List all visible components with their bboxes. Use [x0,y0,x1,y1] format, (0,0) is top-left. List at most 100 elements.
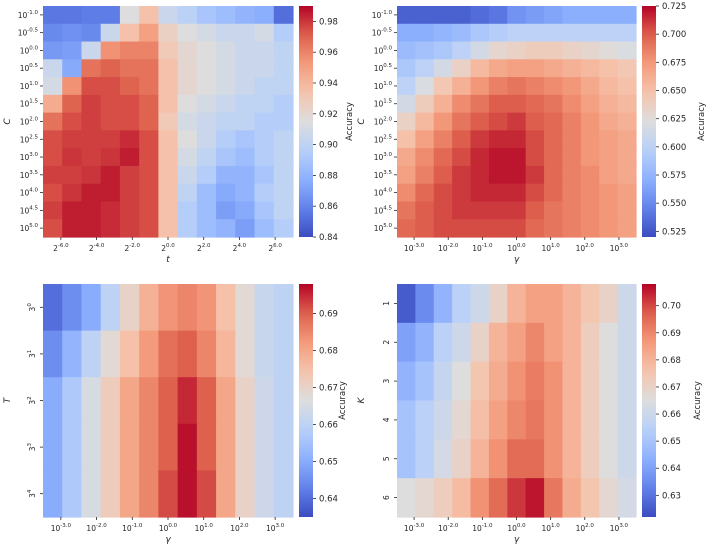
heatmap-cell [397,478,416,518]
heatmap-cell [452,284,472,324]
heatmap-cell [580,219,600,238]
x-tick-label: 10-2.0 [438,523,459,533]
heatmap-cell [452,439,472,479]
heatmap-cell [62,284,83,332]
colorbar-tick-label: 0.69 [662,329,681,339]
heatmap-cell [196,165,217,185]
heatmap-cell [177,219,198,238]
heatmap-cell [216,130,236,149]
heatmap-cell [254,6,275,25]
heatmap-cell [488,94,508,114]
heatmap-cell [158,423,179,471]
heatmap-cell [177,330,198,378]
heatmap-cell [488,148,508,167]
heatmap-cell [599,23,619,43]
heatmap-cell [62,41,83,60]
heatmap-cell [235,59,256,78]
heatmap-cell [415,284,435,324]
heatmap-cell [177,201,198,220]
heatmap-cell [119,23,140,43]
heatmap-cell [177,59,198,78]
heatmap-cell [617,77,637,96]
x-tick-label: 10-1.0 [472,523,493,533]
heatmap-cell [43,470,63,518]
y-tick-label: 103.0 [374,152,393,162]
y-tick-label: 10-0.5 [18,28,39,38]
heatmap-cell [119,423,140,471]
heatmap-cell [81,59,102,78]
colorbar-tick-label: 0.65 [662,437,681,447]
heatmap-cell [235,183,256,203]
heatmap-cell [452,77,472,96]
heatmap-cell [273,470,294,518]
y-tick-label: 33 [27,442,37,451]
heatmap-cell [617,59,637,78]
heatmap-cell [177,94,198,114]
colorbar-label: Accuracy [693,381,703,420]
heatmap-cell [196,470,217,518]
heatmap-cell [617,439,637,479]
colorbar-tick-label: 0.65 [319,458,338,468]
heatmap-cell [415,148,435,167]
y-axis-label: C [3,118,13,125]
heatmap-panel-4: 1 2 3 4 5 6 10-3.0 10-2.0 10-1.0 100.0 101.0 102.0 1… [357,284,703,545]
heatmap-cell [62,59,83,78]
colorbar-tick-label: 0.64 [662,464,681,474]
heatmap-cell [177,23,198,43]
heatmap-cell [273,77,294,96]
heatmap-cell [433,23,453,43]
y-tick-label: 5 [382,456,391,461]
colorbar-label: Accuracy [345,102,355,141]
heatmap-cell [433,183,453,203]
heatmap-cell [158,6,179,25]
colorbar-tick-label: 0.700 [662,30,686,40]
x-tick-label: 10-1.0 [122,523,143,533]
heatmap-cell [415,183,435,203]
heatmap-cell [617,201,637,220]
heatmap-cell [433,322,453,363]
heatmap-cell [617,183,637,203]
heatmap-cell [617,94,637,114]
heatmap-cell [488,23,508,43]
heatmap-cell [254,77,275,96]
heatmap-cell [470,478,490,518]
heatmap-cell [62,94,83,114]
heatmap-cell [415,165,435,185]
colorbar-tick-label: 0.68 [662,356,681,366]
heatmap-cell [139,59,159,78]
heatmap-cell [599,112,619,131]
heatmap-cell [81,23,102,43]
x-tick-label: 10-1.0 [472,243,493,253]
x-tick-label: 102.0 [576,243,595,253]
heatmap-cell [100,183,121,203]
heatmap-cell [488,284,508,324]
heatmap-cell [415,400,435,440]
heatmap-cell [397,361,416,402]
colorbar-tick-label: 0.63 [662,491,681,501]
heatmap-cell [43,6,63,25]
heatmap-cell [470,400,490,440]
heatmap-cell [452,219,472,238]
heatmap-cell [507,77,527,96]
heatmap-cell [158,330,179,378]
x-tick-label: 101.0 [195,523,214,533]
heatmap-cell [415,41,435,60]
heatmap-cell [452,59,472,78]
heatmap-cell [415,219,435,238]
heatmap-cell [470,439,490,479]
heatmap-cell [139,183,159,203]
colorbar-tick-label: 0.68 [319,347,338,357]
heatmap-cell [100,6,121,25]
heatmap-cell [507,201,527,220]
heatmap-cell [544,94,564,114]
heatmap-cell [62,23,83,43]
heatmap-cell [158,148,179,167]
heatmap-cell [580,130,600,149]
heatmap-cell [617,6,637,25]
heatmap-cell [273,330,294,378]
y-tick-label: 10-1.0 [372,10,393,20]
heatmap-cell [397,41,416,60]
colorbar-tick-label: 0.66 [319,421,338,431]
colorbar-tick-label: 0.96 [319,48,338,58]
heatmap-cell [43,201,63,220]
